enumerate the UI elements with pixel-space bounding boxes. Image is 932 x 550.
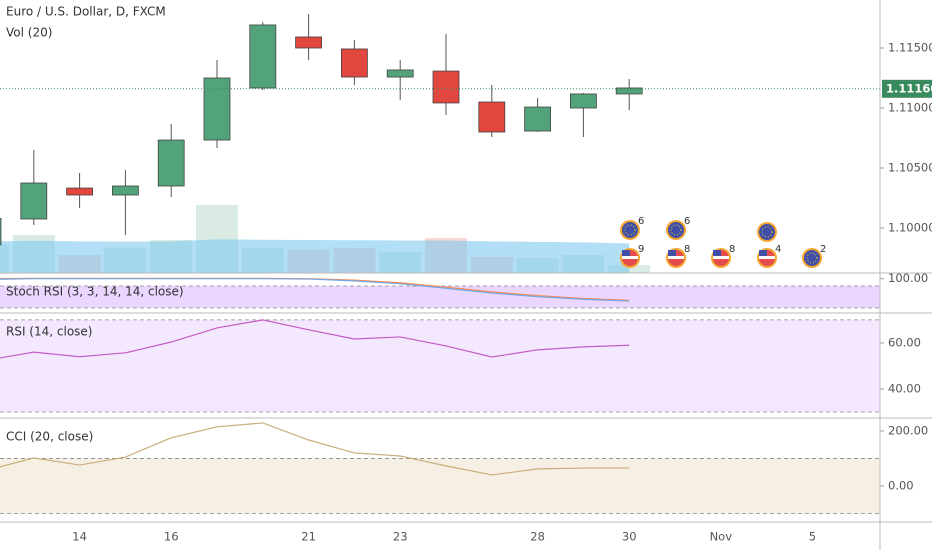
event-flag bbox=[713, 256, 729, 259]
event-count: 9 bbox=[638, 244, 644, 255]
candle-body bbox=[478, 101, 506, 133]
event-icon: 6 bbox=[666, 216, 690, 240]
candle-body bbox=[20, 182, 48, 220]
band-fill bbox=[0, 319, 880, 413]
event-stars bbox=[670, 224, 682, 236]
x-tick-label: 30 bbox=[622, 530, 637, 544]
event-icon bbox=[757, 222, 777, 242]
candle-body bbox=[570, 93, 597, 109]
candle-body bbox=[66, 187, 93, 196]
last-price-box bbox=[882, 79, 932, 98]
candle-body bbox=[203, 77, 231, 141]
event-stars bbox=[806, 252, 818, 264]
indicator-line bbox=[0, 319, 630, 359]
event-flag bbox=[622, 256, 638, 259]
candle-body bbox=[524, 106, 551, 132]
y-tick-label: 1.10500 bbox=[888, 161, 932, 175]
x-tick-label: 16 bbox=[164, 530, 179, 544]
candle-body bbox=[615, 87, 643, 95]
event-icon: 9 bbox=[620, 244, 644, 268]
y-tick-label: 40.00 bbox=[888, 381, 921, 395]
indicator-line bbox=[0, 278, 630, 302]
event-count: 8 bbox=[729, 244, 735, 255]
event-flag bbox=[713, 250, 721, 256]
event-flag bbox=[622, 250, 630, 256]
chart-title: Euro / U.S. Dollar, D, FXCM bbox=[6, 5, 166, 19]
volume-title: Vol (20) bbox=[6, 26, 52, 40]
event-count: 6 bbox=[638, 216, 644, 227]
event-face bbox=[668, 222, 684, 238]
event-icon: 8 bbox=[666, 244, 690, 268]
event-count: 2 bbox=[820, 244, 826, 255]
event-flag bbox=[668, 256, 684, 259]
candle-body bbox=[112, 185, 139, 196]
x-tick-label: Nov bbox=[710, 530, 733, 544]
band-fill bbox=[0, 458, 880, 514]
x-tick-label: 23 bbox=[393, 530, 408, 544]
event-count: 6 bbox=[684, 216, 690, 227]
y-tick-label: 1.11000 bbox=[888, 101, 932, 115]
pane-title: RSI (14, close) bbox=[6, 325, 92, 339]
candle-body bbox=[340, 48, 368, 78]
y-tick-label: 1.11500 bbox=[888, 41, 932, 55]
candle-body bbox=[0, 217, 2, 246]
event-count: 4 bbox=[775, 244, 781, 255]
event-flag bbox=[668, 250, 676, 256]
x-tick-label: 5 bbox=[809, 530, 816, 544]
event-stars bbox=[761, 226, 773, 238]
pane-title: CCI (20, close) bbox=[6, 430, 93, 444]
event-stars bbox=[624, 224, 636, 236]
x-tick-label: 14 bbox=[72, 530, 87, 544]
y-tick-label: 0.00 bbox=[888, 478, 914, 492]
candle-body bbox=[295, 36, 323, 49]
event-icon: 2 bbox=[802, 244, 826, 268]
candle-body bbox=[432, 70, 460, 104]
candle-body bbox=[249, 24, 277, 89]
volume-ma-area bbox=[0, 239, 630, 273]
event-icon: 8 bbox=[711, 244, 735, 268]
event-flag bbox=[759, 250, 767, 256]
last-price-label: 1.11160 bbox=[886, 81, 932, 95]
pane-title: Stoch RSI (3, 3, 14, 14, close) bbox=[6, 285, 184, 299]
candle-body bbox=[157, 139, 185, 187]
event-icon: 4 bbox=[757, 244, 781, 268]
y-tick-label: 200.00 bbox=[888, 423, 928, 437]
event-face bbox=[622, 222, 638, 238]
x-tick-label: 28 bbox=[530, 530, 545, 544]
x-tick-label: 21 bbox=[301, 530, 316, 544]
band-fill bbox=[0, 286, 880, 309]
candle-body bbox=[386, 69, 414, 78]
indicator-line bbox=[0, 422, 630, 476]
y-tick-label: 1.10000 bbox=[888, 221, 932, 235]
event-count: 8 bbox=[684, 244, 690, 255]
event-flag bbox=[759, 256, 775, 259]
y-tick-label: 60.00 bbox=[888, 335, 921, 349]
event-icon: 6 bbox=[620, 216, 644, 240]
event-face bbox=[759, 224, 775, 240]
y-tick-label: 100.00 bbox=[888, 271, 928, 285]
event-face bbox=[804, 250, 820, 266]
